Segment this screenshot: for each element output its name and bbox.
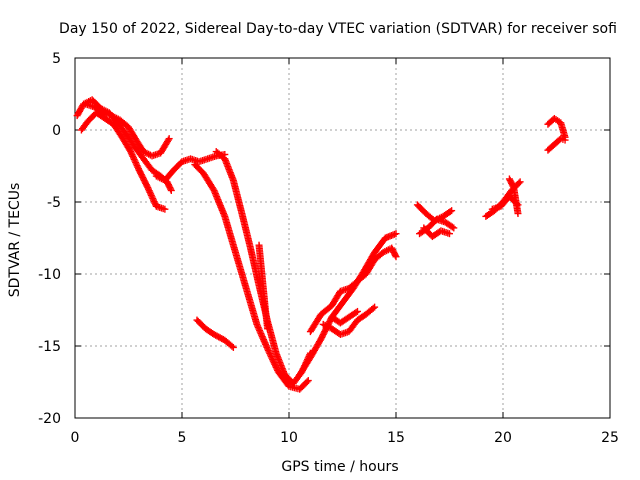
data-point-interp: [391, 251, 399, 259]
data-point-interp: [352, 308, 360, 316]
y-tick-label: 5: [52, 51, 61, 67]
data-point-interp: [446, 208, 454, 216]
data-point: [446, 230, 453, 238]
x-tick-label: 0: [71, 430, 80, 446]
data-point: [353, 307, 361, 315]
y-tick-label: -20: [38, 411, 61, 427]
data-point: [264, 345, 272, 353]
y-tick-label: -5: [47, 195, 61, 211]
data-point-interp: [267, 353, 275, 361]
data-point-interp: [133, 162, 141, 170]
y-tick-label: -15: [38, 339, 61, 355]
data-point-interp: [146, 188, 154, 196]
data-point-interp: [132, 159, 140, 167]
data-point-interp: [268, 354, 276, 362]
data-point-interp: [266, 349, 274, 357]
data-point-interp: [147, 190, 155, 198]
data-point-interp: [128, 151, 136, 159]
series-arc-h: [193, 316, 237, 351]
y-tick-label: 0: [52, 123, 61, 139]
x-tick-label: 20: [494, 430, 512, 446]
series-arc-c: [82, 100, 173, 160]
data-point-interp: [509, 182, 517, 190]
data-point: [165, 135, 173, 143]
data-point-interp: [129, 152, 137, 160]
data-point-interp: [265, 348, 273, 356]
x-tick-label: 5: [178, 430, 187, 446]
data-point-interp: [145, 187, 153, 195]
data-point-interp: [131, 157, 139, 165]
x-tick-label: 15: [387, 430, 405, 446]
data-point-interp: [266, 351, 274, 359]
y-tick-labels: -20 -15 -10 -5 0 5: [38, 51, 61, 427]
series-arc-s: [544, 114, 569, 141]
series-arc-r: [505, 175, 522, 218]
x-tick-label: 10: [280, 430, 298, 446]
data-point-interp: [149, 196, 157, 204]
data-point-interp: [228, 342, 236, 350]
data-point-interp: [303, 378, 311, 386]
data-point-interp: [97, 108, 105, 116]
data-point: [264, 325, 272, 333]
data-point: [127, 148, 135, 156]
x-tick-label: 25: [601, 430, 619, 446]
series-arc-k: [319, 303, 379, 338]
data-point-interp: [151, 199, 159, 207]
data-point-interp: [515, 179, 523, 187]
data-point-interp: [264, 346, 272, 354]
plot-frame: [74, 57, 611, 419]
data-point-interp: [269, 357, 277, 365]
data-point: [229, 343, 237, 351]
data-point: [304, 377, 312, 385]
series-arc-j: [306, 244, 400, 336]
data-point-interp: [148, 193, 156, 201]
data-point: [450, 224, 458, 232]
data-point-interp: [127, 149, 135, 157]
data-point: [371, 303, 379, 311]
data-point-interp: [132, 160, 140, 168]
series-arc-o: [420, 224, 453, 241]
y-tick-label: -10: [38, 267, 61, 283]
grid: [75, 58, 610, 418]
series-arc-t: [544, 135, 569, 154]
data-point: [561, 136, 569, 144]
series-arc-l: [328, 307, 361, 327]
axis-ticks: [74, 57, 611, 419]
series-arc-g: [255, 241, 272, 333]
data-point-interp: [144, 185, 152, 193]
data-point: [516, 178, 524, 186]
x-tick-labels: 0 5 10 15 20 25: [71, 430, 619, 446]
data-point-interp: [129, 154, 137, 162]
series-arc-e: [191, 161, 312, 393]
x-axis-label: GPS time / hours: [281, 459, 398, 475]
data-point-interp: [167, 185, 175, 193]
data-point: [448, 207, 456, 215]
data-point-interp: [164, 136, 172, 144]
data-point: [144, 184, 152, 192]
y-axis-label: SDTVAR / TECUs: [7, 183, 23, 298]
chart-title: Day 150 of 2022, Sidereal Day-to-day VTE…: [59, 21, 617, 37]
data-point-interp: [130, 155, 138, 163]
data-point-interp: [369, 304, 377, 312]
data-point: [167, 186, 175, 194]
data-point-interp: [448, 223, 456, 231]
data-points: [73, 96, 569, 393]
data-point-interp: [134, 163, 142, 171]
series-arc-f: [212, 148, 314, 387]
data-point-interp: [269, 356, 277, 364]
data-point: [514, 210, 522, 218]
data-point: [392, 253, 400, 261]
data-point: [392, 230, 400, 238]
data-point: [161, 205, 169, 213]
data-point-interp: [150, 198, 158, 206]
data-point-interp: [147, 191, 155, 199]
data-point-interp: [149, 195, 157, 203]
